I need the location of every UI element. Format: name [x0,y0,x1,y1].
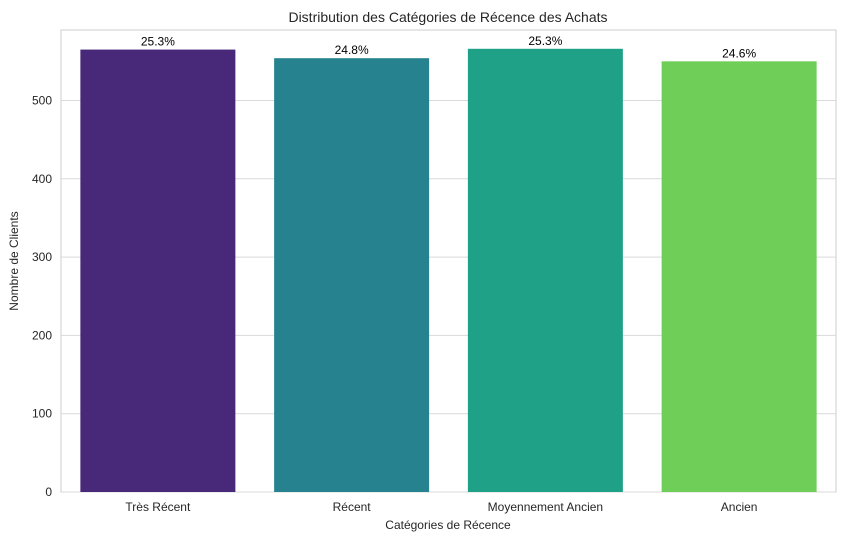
chart-title: Distribution des Catégories de Récence d… [288,9,607,25]
x-tick-label: Moyennement Ancien [488,500,603,514]
x-tick-label: Ancien [721,500,758,514]
bars [80,48,817,493]
data-labels: 25.3% 24.8% 25.3% 24.6% [141,34,757,61]
bar [661,61,817,493]
x-axis-title: Catégories de Récence [385,518,511,532]
y-tick-label: 300 [32,250,52,264]
y-axis-ticks: 0 100 200 300 400 500 [32,93,52,499]
bar [80,49,236,493]
bar-value-label: 25.3% [141,35,175,49]
y-tick-label: 500 [32,93,52,107]
x-tick-label: Récent [333,500,372,514]
y-tick-label: 0 [45,485,52,499]
y-axis-title: Nombre de Clients [7,211,21,310]
y-tick-label: 400 [32,172,52,186]
x-tick-label: Très Récent [125,500,191,514]
bar [274,58,430,493]
bar [467,48,623,493]
bar-value-label: 24.6% [722,46,756,60]
bar-value-label: 25.3% [528,34,562,48]
y-tick-label: 100 [32,407,52,421]
y-tick-label: 200 [32,328,52,342]
x-axis-ticks: Très Récent Récent Moyennement Ancien Ancie… [125,500,757,514]
bar-value-label: 24.8% [335,43,369,57]
